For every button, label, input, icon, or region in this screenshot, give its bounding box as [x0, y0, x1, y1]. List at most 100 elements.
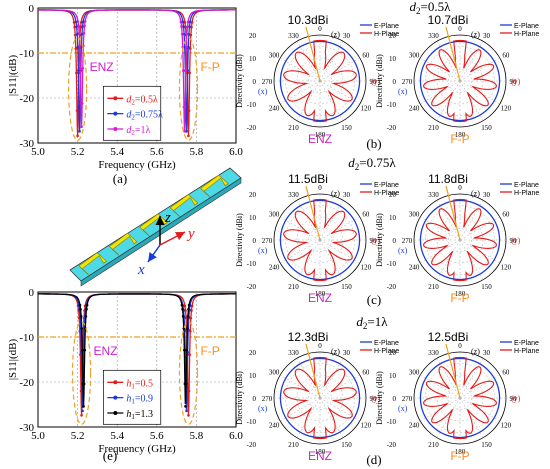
plot-frame	[37, 7, 237, 144]
angle-label: 210	[288, 441, 299, 449]
x-axis-label: x	[137, 262, 145, 278]
series-marker	[82, 31, 86, 35]
series-marker	[189, 316, 193, 320]
beam-indicator	[305, 185, 321, 241]
series-marker	[183, 130, 186, 133]
polar-y-axis-title: Directivity (dBi)	[235, 371, 244, 425]
series-marker	[80, 125, 83, 129]
angle-label: 330	[428, 191, 439, 199]
series-marker	[180, 25, 183, 28]
h-plane-trace	[423, 198, 497, 282]
series-marker	[186, 20, 190, 24]
series-marker	[81, 20, 85, 24]
series-marker	[190, 21, 194, 24]
series-marker	[184, 316, 188, 320]
series-marker	[187, 109, 191, 112]
radial-tick-label: 10	[249, 55, 257, 63]
x-tick-label: 5.6	[150, 430, 164, 442]
angle-label: 210	[428, 283, 439, 291]
radial-tick-label: 20	[249, 191, 257, 199]
polar-legend-entry: E-Plane	[514, 182, 539, 189]
series-marker	[77, 31, 81, 35]
series-marker	[183, 105, 187, 109]
plot-frame	[37, 291, 237, 428]
legend-marker	[113, 395, 118, 400]
series-marker	[79, 21, 83, 24]
angle-label: 150	[481, 124, 492, 132]
polar-ring	[448, 69, 472, 93]
radial-tick-label: 20	[389, 32, 397, 40]
enz-region-ellipse	[67, 37, 88, 141]
row-title-3: d2=1λ	[356, 314, 388, 331]
radial-tick-label: 10	[249, 372, 257, 380]
legend-box	[102, 369, 162, 425]
polar-plot-p2: 0 30 60 90 120 150 180 210 240 270 300 330 (z) (y) (x)…	[375, 13, 539, 146]
mode-label: F-P	[450, 449, 469, 463]
radial-tick-label: -10	[247, 260, 257, 268]
series-marker	[77, 69, 80, 72]
y-tick-label: -20	[19, 93, 34, 105]
radial-tick-label: -20	[387, 441, 397, 449]
polar-legend-entry: H-Plane	[514, 31, 539, 38]
polar-plot-p4: 0 30 60 90 120 150 180 210 240 270 300 330 (z) (y) (x)…	[375, 172, 539, 305]
angle-label: 150	[341, 283, 352, 291]
polar-legend-entry: E-Plane	[374, 340, 399, 347]
beam-indicator	[445, 185, 461, 241]
radial-tick-label: -10	[247, 418, 257, 426]
polar-plot-p5: 0 30 60 90 120 150 180 210 240 270 300 330 (z) (y) (x)…	[235, 330, 399, 463]
series-marker	[74, 20, 78, 24]
radial-tick-label: -20	[247, 124, 257, 132]
unit-cell	[108, 232, 138, 256]
enz-region-label: ENZ	[94, 344, 118, 358]
panel-label-a: (a)	[113, 171, 127, 186]
angle-label: 0	[318, 25, 322, 33]
angle-label: 60	[362, 52, 370, 60]
gain-label: 12.5dBi	[428, 330, 469, 344]
series-marker	[72, 21, 76, 24]
legend-marker	[113, 111, 118, 116]
series-marker	[81, 348, 84, 352]
mode-label: ENZ	[308, 132, 332, 146]
series-marker	[187, 414, 190, 417]
polar-ring	[308, 228, 332, 252]
coordinate-axes: z y x	[137, 210, 195, 278]
series-marker	[82, 382, 86, 386]
y-tick-label: -20	[19, 377, 34, 389]
series-marker	[76, 134, 79, 138]
angle-label: 210	[288, 124, 299, 132]
radial-tick-label: -10	[387, 260, 397, 268]
angle-label: 30	[483, 191, 491, 199]
series-marker	[80, 327, 84, 330]
legend-entry: h1=0.9	[126, 394, 153, 406]
polar-y-axis-title: Directivity (dBi)	[375, 54, 384, 108]
top-axis-tag: (z)	[471, 30, 480, 39]
angle-label: 330	[288, 191, 299, 199]
series-marker	[184, 25, 187, 29]
series-marker	[181, 20, 185, 24]
top-axis-tag: (z)	[471, 347, 480, 356]
series-marker	[190, 304, 194, 308]
x-tick-label: 5.6	[150, 146, 164, 158]
fp-region-label: F-P	[200, 60, 219, 74]
angle-label: 180	[315, 448, 326, 456]
series-marker	[185, 348, 188, 352]
y-tick-label: 0	[29, 3, 35, 15]
series-marker	[81, 25, 84, 28]
angle-label: 120	[501, 422, 512, 430]
angle-label: 150	[481, 283, 492, 291]
series-marker	[187, 134, 190, 138]
radial-tick-label: 0	[253, 237, 257, 245]
polar-y-axis-title: Directivity (dBi)	[235, 54, 244, 108]
x-tick-label: 5.8	[190, 146, 204, 158]
radial-tick-label: 10	[389, 372, 397, 380]
angle-label: 300	[269, 52, 280, 60]
top-axis-tag: (z)	[331, 347, 340, 356]
polar-legend-entry: E-Plane	[514, 340, 539, 347]
angle-label: 240	[409, 264, 420, 272]
polar-ring	[285, 46, 355, 116]
row-title-2: d2=0.75λ	[348, 155, 396, 172]
angle-label: 240	[269, 422, 280, 430]
legend-marker	[113, 380, 118, 385]
polar-ring	[436, 374, 484, 422]
